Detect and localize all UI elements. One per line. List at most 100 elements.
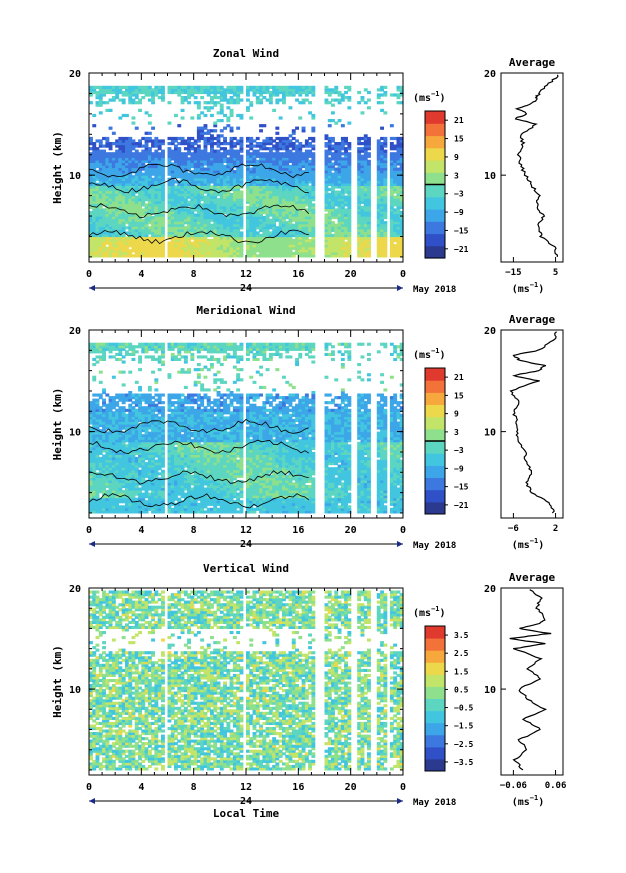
heatmap-cell	[291, 244, 296, 248]
heatmap-cell	[180, 198, 185, 202]
heatmap-cell	[311, 249, 316, 253]
heatmap-cell	[174, 203, 178, 207]
heatmap-cell	[92, 218, 97, 222]
heatmap-cell	[246, 175, 250, 179]
heatmap-cell	[295, 147, 299, 151]
heatmap-cell	[308, 149, 312, 153]
heatmap-cell	[239, 170, 244, 174]
heatmap-cell	[210, 136, 214, 141]
heatmap-cell	[98, 96, 103, 100]
heatmap-cell	[249, 223, 254, 227]
heatmap-cell	[311, 182, 316, 186]
heatmap-cell	[236, 216, 241, 220]
heatmap-cell	[275, 205, 280, 209]
heatmap-cell	[141, 239, 146, 243]
heatmap-cell	[340, 226, 345, 230]
heatmap-cell	[232, 170, 237, 174]
heatmap-cell	[226, 157, 231, 161]
average-x-tick-label: 5	[553, 268, 558, 278]
heatmap-cell	[144, 85, 149, 89]
heatmap-cell	[246, 185, 250, 189]
heatmap-cell	[89, 251, 93, 255]
heatmap-cell	[193, 164, 198, 169]
heatmap-cell	[327, 239, 332, 243]
heatmap-cell	[265, 198, 270, 202]
heatmap-cell	[259, 226, 263, 230]
heatmap-cell	[121, 177, 126, 181]
heatmap-cell	[144, 249, 149, 253]
heatmap-cell	[347, 147, 352, 151]
heatmap-cell	[206, 182, 211, 186]
heatmap-cell	[115, 193, 120, 197]
heatmap-cell	[210, 241, 214, 245]
heatmap-cell	[367, 136, 371, 141]
heatmap-cell	[223, 90, 227, 95]
heatmap-cell	[200, 193, 205, 197]
heatmap-cell	[134, 85, 139, 89]
heatmap-cell	[288, 221, 293, 225]
heatmap-cell	[255, 149, 260, 153]
heatmap-cell	[177, 233, 182, 238]
heatmap-cell	[125, 213, 129, 217]
heatmap-cell	[262, 177, 267, 181]
heatmap-cell	[301, 177, 306, 181]
heatmap-cell	[239, 223, 244, 227]
heatmap-cell	[229, 208, 234, 212]
heatmap-cell	[275, 226, 280, 230]
heatmap-cell	[200, 159, 205, 163]
heatmap-cell	[278, 233, 283, 238]
heatmap-cell	[200, 157, 205, 161]
heatmap-cell	[246, 108, 250, 112]
heatmap-cell	[128, 249, 133, 253]
heatmap-cell	[295, 172, 299, 176]
colorbar-tick-label: 9	[454, 153, 459, 162]
heatmap-cell	[111, 375, 116, 379]
heatmap-cell	[295, 152, 299, 156]
heatmap-cell	[138, 249, 142, 253]
heatmap-cell	[219, 223, 224, 227]
heatmap-cell	[141, 152, 146, 156]
heatmap-cell	[288, 177, 293, 181]
heatmap-cell	[259, 221, 263, 225]
heatmap-cell	[118, 144, 123, 148]
heatmap-cell	[308, 251, 312, 255]
heatmap-cell	[115, 254, 120, 258]
heatmap-cell	[134, 126, 139, 130]
heatmap-cell	[121, 226, 126, 230]
heatmap-cell	[295, 198, 299, 202]
heatmap-cell	[213, 244, 218, 248]
heatmap-cell	[183, 190, 188, 194]
heatmap-cell	[187, 216, 191, 220]
heatmap-cell	[128, 193, 133, 197]
heatmap-cell	[383, 136, 388, 141]
heatmap-cell	[125, 180, 129, 184]
heatmap-cell	[200, 175, 205, 179]
heatmap-cell	[360, 210, 365, 215]
heatmap-cell	[255, 200, 260, 204]
heatmap-cell	[170, 254, 175, 258]
heatmap-cell	[183, 241, 188, 245]
heatmap-cell	[141, 221, 146, 225]
heatmap-cell	[265, 88, 270, 92]
heatmap-cell	[115, 203, 120, 207]
heatmap-cell	[154, 136, 159, 141]
heatmap-cell	[200, 170, 205, 174]
heatmap-cell	[357, 203, 362, 207]
heatmap-cell	[282, 244, 286, 248]
heatmap-cell	[334, 195, 339, 199]
heatmap-cell	[216, 96, 221, 100]
heatmap-cell	[324, 159, 329, 163]
heatmap-cell	[357, 139, 362, 143]
heatmap-cell	[157, 223, 162, 227]
heatmap-cell	[131, 177, 136, 181]
heatmap-cell	[111, 167, 116, 171]
heatmap-cell	[347, 228, 352, 232]
heatmap-cell	[105, 228, 110, 232]
heatmap-cell	[151, 216, 155, 220]
heatmap-cell	[298, 182, 303, 186]
heatmap-cell	[265, 85, 270, 89]
heatmap-cell	[324, 244, 329, 248]
heatmap-cell	[334, 182, 339, 186]
heatmap-cell	[108, 172, 113, 176]
heatmap-cell	[232, 198, 237, 202]
